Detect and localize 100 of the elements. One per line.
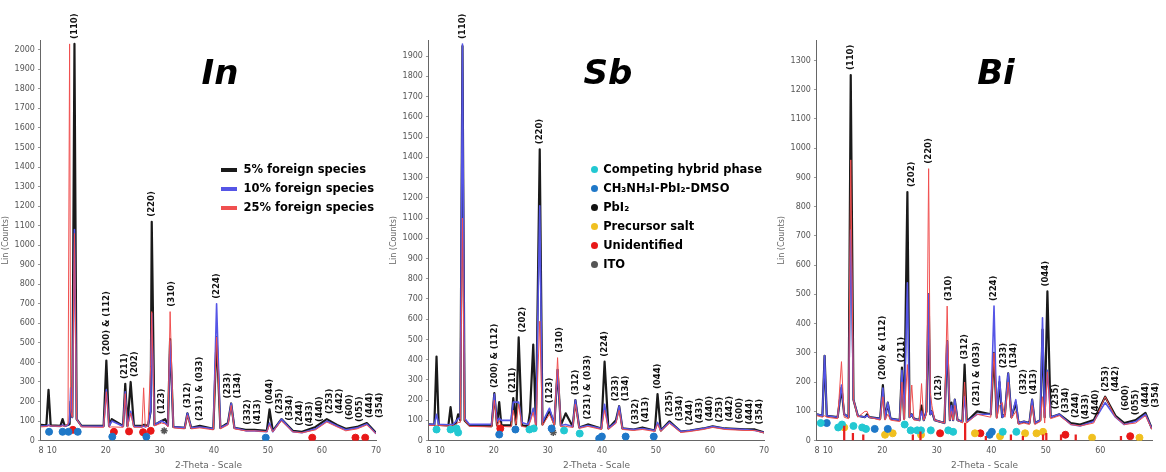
y-tick-label: 1100 xyxy=(14,220,35,230)
x-axis-title: 2-Theta - Scale xyxy=(562,459,631,470)
annotation: (413) xyxy=(252,399,263,425)
y-tick-label: 500 xyxy=(19,337,35,347)
y-tick-label: 100 xyxy=(407,415,423,425)
annotation: (202) xyxy=(517,306,528,333)
x-tick-label: 30 xyxy=(542,446,553,456)
annotation: (231) & (033) xyxy=(194,356,205,421)
annotation: (233) xyxy=(222,372,233,399)
annotation: (224) xyxy=(988,275,999,302)
annotation: (134) xyxy=(620,375,631,402)
annotation: (235) xyxy=(274,388,285,415)
y-tick-label: 800 xyxy=(795,201,811,211)
y-axis-title: Lin (Counts) xyxy=(388,216,398,265)
x-tick-label: 60 xyxy=(316,446,328,456)
annotation: (433) xyxy=(1080,393,1091,420)
y-tick-label: 1700 xyxy=(14,103,35,113)
annotation: (231) & (033) xyxy=(971,341,982,407)
y-tick-label: 0 xyxy=(29,435,35,445)
annotation: (233) xyxy=(610,375,621,402)
x-tick-label: 8 xyxy=(38,446,44,456)
y-tick-label: 1000 xyxy=(790,143,811,153)
x-axis-title: 2-Theta - Scale xyxy=(174,459,243,470)
annotation: (110) xyxy=(844,44,855,71)
annotation: (244) xyxy=(294,400,305,426)
y-tick-label: 1600 xyxy=(402,111,423,121)
annotation: (253) xyxy=(713,396,724,423)
annotation: (442) xyxy=(1110,366,1121,392)
x-tick-label: 8 xyxy=(814,446,820,456)
annotation: (413) xyxy=(1028,369,1039,395)
annotation: (600) xyxy=(1120,385,1131,411)
annotation: (332) xyxy=(242,399,253,425)
y-axis-title: Lin (Counts) xyxy=(0,216,10,265)
y-tick-label: 1500 xyxy=(14,142,35,152)
annotation: (123) xyxy=(543,377,554,404)
y-tick-label: 500 xyxy=(795,289,811,299)
x-tick-label: 60 xyxy=(704,446,716,456)
x-tick-label: 20 xyxy=(100,446,111,456)
chart-title: Sb xyxy=(582,52,634,92)
y-tick-label: 600 xyxy=(407,314,423,324)
annotation: (123) xyxy=(932,374,943,401)
annotation: (444) xyxy=(743,398,754,425)
annotation: (310) xyxy=(165,281,176,307)
y-tick-label: 1800 xyxy=(14,83,35,93)
annotation: (235) xyxy=(663,390,674,417)
y-tick-label: 800 xyxy=(407,273,423,283)
annotation: (200) & (112) xyxy=(100,291,111,356)
annotation: (354) xyxy=(753,398,764,425)
chart-title: Bi xyxy=(976,52,1016,92)
y-tick-label: 100 xyxy=(795,406,811,416)
annotation: (354) xyxy=(374,392,385,419)
x-tick-label: 50 xyxy=(262,446,274,456)
y-tick-label: 600 xyxy=(19,318,35,328)
y-tick-label: 1400 xyxy=(14,162,35,172)
x-tick-label: 30 xyxy=(931,446,942,456)
y-tick-label: 900 xyxy=(19,259,35,269)
annotation: (440) xyxy=(314,396,325,422)
legend-label: CH₃NH₃I-PbI₂-DMSO xyxy=(603,181,730,195)
annotation: (444) xyxy=(364,392,375,419)
y-tick-label: 1200 xyxy=(790,84,811,94)
x-tick-label: 60 xyxy=(1095,446,1106,456)
y-tick-label: 600 xyxy=(795,260,811,270)
y-tick-label: 200 xyxy=(795,377,811,387)
y-tick-label: 0 xyxy=(805,435,811,445)
annotation: (253) xyxy=(324,388,335,415)
annotation: (442) xyxy=(334,388,345,415)
annotation: (334) xyxy=(673,395,684,422)
x-tick-label: 40 xyxy=(986,446,997,456)
chart-title: In xyxy=(200,52,240,92)
legend-label: Precursor salt xyxy=(603,219,695,233)
annotation: (244) xyxy=(683,399,694,426)
annotation: (600) xyxy=(344,394,355,420)
x-tick-label: 30 xyxy=(154,446,165,456)
y-tick-label: 1300 xyxy=(402,172,423,182)
x-tick-label: 8 xyxy=(426,446,432,456)
legend-label: Competing hybrid phase xyxy=(603,162,762,176)
y-tick-label: 0 xyxy=(417,435,423,445)
y-tick-label: 200 xyxy=(407,395,423,405)
y-tick-label: 1900 xyxy=(14,64,35,74)
annotation: (354) xyxy=(1150,382,1161,408)
annotation: (044) xyxy=(651,363,662,390)
annotation: (600) xyxy=(733,397,744,424)
annotation: (220) xyxy=(145,191,156,217)
x-tick-label: 40 xyxy=(596,446,607,456)
y-tick-label: 400 xyxy=(19,357,35,367)
annotation: (233) xyxy=(998,342,1009,369)
y-tick-label: 300 xyxy=(407,374,423,384)
annotation: (444) xyxy=(1140,382,1151,408)
y-tick-label: 1200 xyxy=(402,192,423,202)
y-tick-label: 1200 xyxy=(14,201,35,211)
annotation: (110) xyxy=(68,13,79,39)
annotation: (433) xyxy=(693,397,704,424)
annotation: (253) xyxy=(1100,366,1111,392)
y-tick-label: 1100 xyxy=(790,114,811,124)
y-tick-label: 200 xyxy=(19,396,35,406)
annotation: (220) xyxy=(922,138,933,164)
annotation: (433) xyxy=(304,401,315,427)
annotation: (134) xyxy=(1008,342,1019,369)
annotation: (044) xyxy=(263,378,274,405)
annotation: (211) xyxy=(119,353,130,379)
